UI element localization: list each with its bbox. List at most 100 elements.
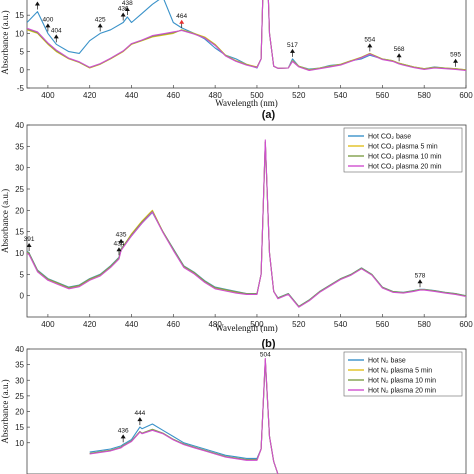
- peak-annotation: 395: [32, 0, 43, 10]
- y-tick-label: 5: [20, 270, 25, 279]
- annotation-label: 444: [134, 410, 145, 417]
- legend-entry: Hot N₂ base: [368, 358, 406, 365]
- y-tick-label: 5: [20, 48, 25, 57]
- annotation-label: 517: [287, 42, 298, 49]
- annotation-label: 400: [42, 16, 53, 23]
- peak-annotation: 517: [287, 42, 298, 57]
- annotation-arrowhead: [453, 58, 459, 63]
- peak-annotation: 444: [134, 410, 146, 426]
- legend-entry: Hot CO₂ plasma 20 min: [368, 164, 442, 171]
- annotation-arrowhead: [367, 43, 373, 48]
- annotation-arrowhead: [118, 238, 124, 243]
- x-tick-label: 440: [125, 91, 139, 100]
- annotation-arrowhead: [396, 53, 402, 58]
- legend-entry: Hot N₂ plasma 5 min: [368, 368, 432, 375]
- peak-annotation: 434: [114, 240, 125, 256]
- series-line-3: [89, 359, 279, 474]
- legend: Hot N₂ base Hot N₂ plasma 5 min Hot N₂ pla…: [343, 351, 463, 397]
- y-tick-label: 35: [15, 361, 24, 370]
- legend-entry: Hot N₂ plasma 10 min: [368, 378, 436, 385]
- panel-label: (a): [262, 109, 276, 121]
- annotation-arrowhead: [26, 243, 32, 247]
- y-tick-label: 0: [20, 66, 25, 75]
- x-tick-label: 460: [167, 320, 181, 329]
- peak-annotation: 391: [24, 236, 35, 251]
- peak-annotation: 400: [42, 16, 54, 32]
- annotation-label: 391: [24, 236, 35, 243]
- y-tick-label: 0: [20, 292, 25, 301]
- y-tick-label: 40: [15, 345, 24, 354]
- y-tick-label: 25: [15, 392, 24, 401]
- peak-annotation: 425: [95, 16, 106, 32]
- x-axis-label: Wavelength (nm): [215, 98, 278, 108]
- y-tick-label: 25: [15, 185, 24, 194]
- panel-c: 10 15 20 25 30 35 40 444 436 504 Absorbance (a.u.)…: [0, 345, 467, 474]
- annotation-label: 404: [51, 27, 62, 34]
- x-tick-label: 480: [208, 320, 222, 329]
- y-tick-label: 10: [15, 249, 24, 258]
- annotation-label: 578: [415, 272, 426, 279]
- y-tick-label: -5: [17, 84, 25, 93]
- x-tick-label: 460: [167, 91, 181, 100]
- y-tick-label: 15: [15, 228, 24, 237]
- annotation-label: 435: [116, 232, 127, 239]
- y-tick-label: 35: [15, 142, 24, 151]
- x-tick-label: 540: [334, 91, 348, 100]
- annotation-arrowhead: [124, 7, 130, 12]
- series-line-2: [27, 0, 466, 71]
- peak-annotation: 436: [118, 5, 129, 21]
- peak-annotation: 504: [260, 351, 271, 358]
- annotation-label: 425: [95, 16, 106, 23]
- annotation-arrowhead: [97, 23, 103, 28]
- legend-entry: Hot CO₂ base: [368, 134, 411, 141]
- peak-annotation: 435: [116, 232, 127, 247]
- legend-entry: Hot CO₂ plasma 5 min: [368, 144, 438, 151]
- x-tick-label: 400: [41, 320, 55, 329]
- y-tick-label: 30: [15, 164, 24, 173]
- annotation-arrowhead: [179, 19, 185, 24]
- panel-label: (b): [261, 338, 275, 350]
- y-tick-label: 20: [15, 206, 24, 215]
- peak-annotation: 404: [51, 27, 62, 43]
- annotation-label: 504: [260, 351, 271, 358]
- plot-frame: [26, 0, 467, 89]
- y-tick-label: 15: [15, 423, 24, 432]
- x-tick-label: 400: [41, 91, 55, 100]
- plot-area: [27, 0, 466, 72]
- y-tick-label: 10: [15, 29, 24, 38]
- x-tick-label: 560: [376, 91, 390, 100]
- x-tick-label: 580: [418, 320, 432, 329]
- annotation-label: 436: [118, 427, 129, 434]
- annotation-label: 595: [450, 52, 461, 59]
- x-tick-label: 520: [292, 91, 306, 100]
- x-tick-label: 540: [334, 320, 348, 329]
- x-tick-label: 600: [459, 91, 473, 100]
- y-axis-label: Absorbance (a.u.): [0, 189, 10, 253]
- peak-annotation: 464: [176, 13, 187, 28]
- x-tick-label: 440: [125, 320, 139, 329]
- series-line-3: [27, 0, 466, 71]
- annotation-arrowhead: [120, 12, 126, 17]
- annotation-label: 554: [364, 36, 375, 43]
- peak-annotation: 436: [118, 427, 129, 443]
- peak-annotation: 578: [415, 272, 426, 288]
- x-tick-label: 580: [418, 91, 432, 100]
- series-line-4: [27, 0, 466, 72]
- x-tick-label: 420: [83, 320, 97, 329]
- y-tick-label: 10: [15, 439, 24, 448]
- x-tick-label: 520: [292, 320, 306, 329]
- annotation-label: 464: [176, 13, 187, 20]
- annotation-label: 434: [114, 240, 125, 247]
- annotation-arrowhead: [137, 417, 143, 422]
- x-tick-label: 560: [376, 320, 390, 329]
- peak-annotation: 438: [122, 0, 133, 16]
- x-tick-label: 480: [208, 91, 222, 100]
- annotation-label: 436: [118, 5, 129, 12]
- annotation-arrowhead: [53, 34, 59, 39]
- series-line-2: [89, 359, 279, 474]
- annotation-arrowhead: [45, 23, 51, 28]
- annotation-arrowhead: [289, 48, 295, 53]
- annotation-arrowhead: [116, 247, 122, 252]
- x-tick-label: 420: [83, 91, 97, 100]
